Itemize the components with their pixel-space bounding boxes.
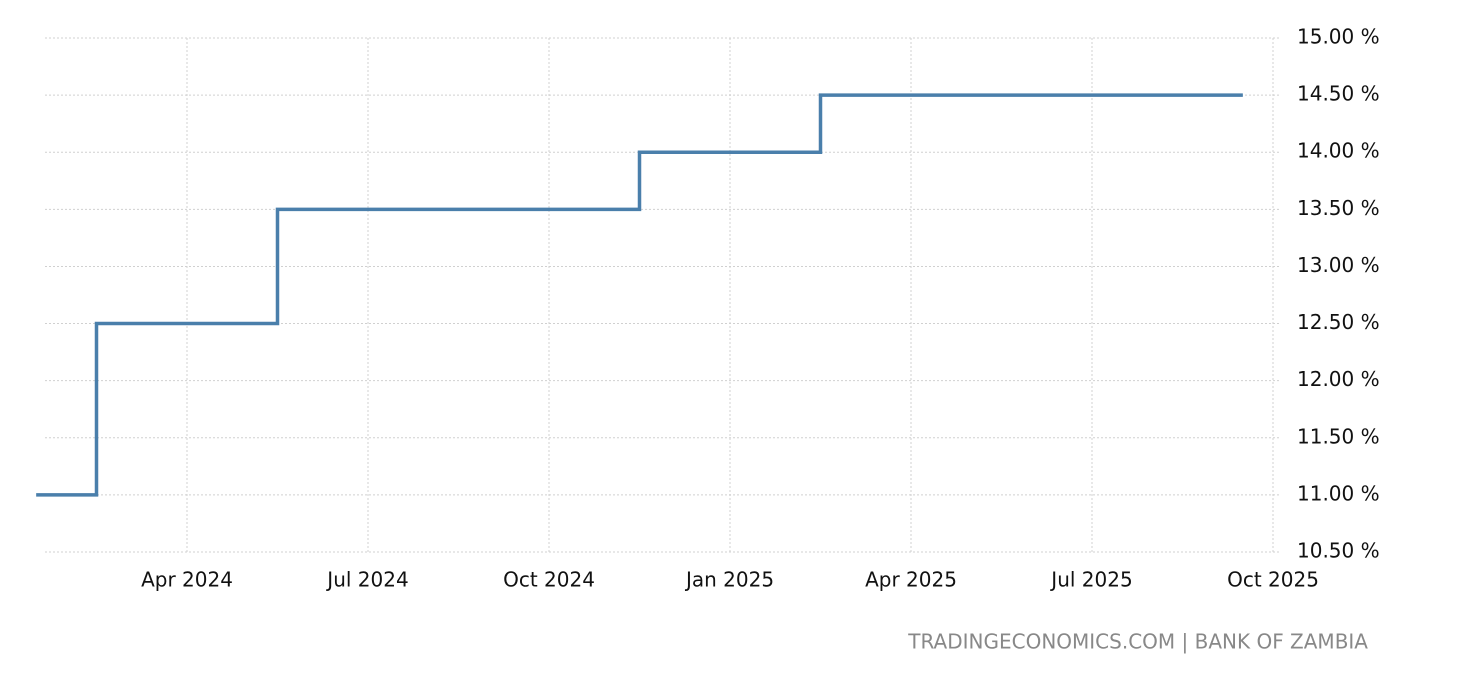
x-tick-label: Jul 2025 (1049, 568, 1132, 592)
x-tick-label: Oct 2024 (503, 568, 595, 592)
x-tick-label: Jan 2025 (684, 568, 774, 592)
y-tick-label: 12.50 % (1297, 310, 1380, 334)
x-tick-label: Oct 2025 (1227, 568, 1319, 592)
y-tick-label: 14.00 % (1297, 139, 1380, 163)
y-tick-label: 10.50 % (1297, 539, 1380, 563)
source: TRADINGECONOMICS.COM | BANK OF ZAMBIA (907, 630, 1368, 654)
y-tick-label: 14.50 % (1297, 82, 1380, 106)
x-tick-label: Jul 2024 (325, 568, 408, 592)
x-tick-label: Apr 2024 (141, 568, 233, 592)
x-tick-label: Apr 2025 (865, 568, 957, 592)
y-tick-label: 13.50 % (1297, 196, 1380, 220)
y-tick-label: 13.00 % (1297, 253, 1380, 277)
y-tick-label: 11.50 % (1297, 424, 1380, 448)
y-tick-label: 12.00 % (1297, 367, 1380, 391)
y-tick-label: 15.00 % (1297, 25, 1380, 49)
y-tick-label: 11.00 % (1297, 481, 1380, 505)
line (36, 93, 1243, 497)
